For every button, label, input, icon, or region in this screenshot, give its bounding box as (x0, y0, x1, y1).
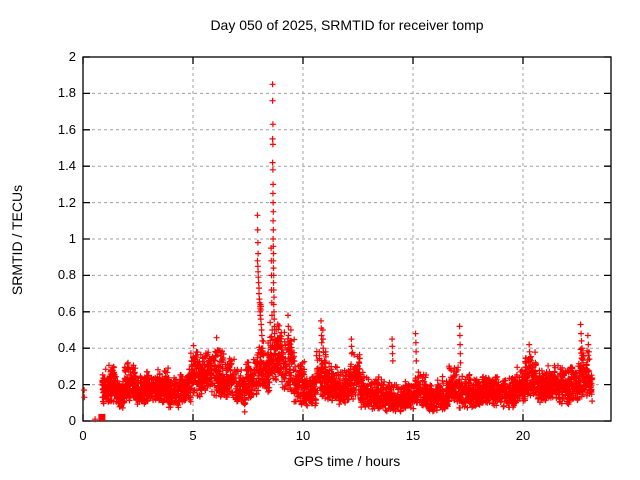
x-tick-label: 10 (295, 428, 311, 443)
x-tick-label: 5 (189, 428, 197, 443)
tick-marks (82, 56, 611, 422)
y-tick-label: 1.4 (57, 158, 76, 174)
x-tick-label: 0 (79, 428, 87, 443)
y-tick-label: 0 (68, 413, 76, 428)
y-tick-label: 1.6 (57, 121, 76, 137)
y-tick-label: 0.8 (57, 267, 76, 283)
y-tick-label: 1 (68, 231, 76, 246)
data-points (81, 81, 596, 423)
chart-title: Day 050 of 2025, SRMTID for receiver tom… (210, 17, 484, 33)
y-tick-label: 0.6 (57, 303, 76, 319)
y-tick-label: 0.2 (57, 376, 76, 392)
y-tick-label: 1.2 (57, 194, 76, 210)
y-tick-label: 1.8 (57, 85, 76, 101)
x-tick-label: 15 (405, 428, 421, 443)
square-data-point (98, 413, 106, 421)
y-tick-label: 0.4 (57, 340, 76, 356)
x-tick-label: 20 (515, 428, 531, 443)
x-axis-label: GPS time / hours (293, 453, 401, 469)
y-tick-label: 2 (68, 49, 76, 64)
